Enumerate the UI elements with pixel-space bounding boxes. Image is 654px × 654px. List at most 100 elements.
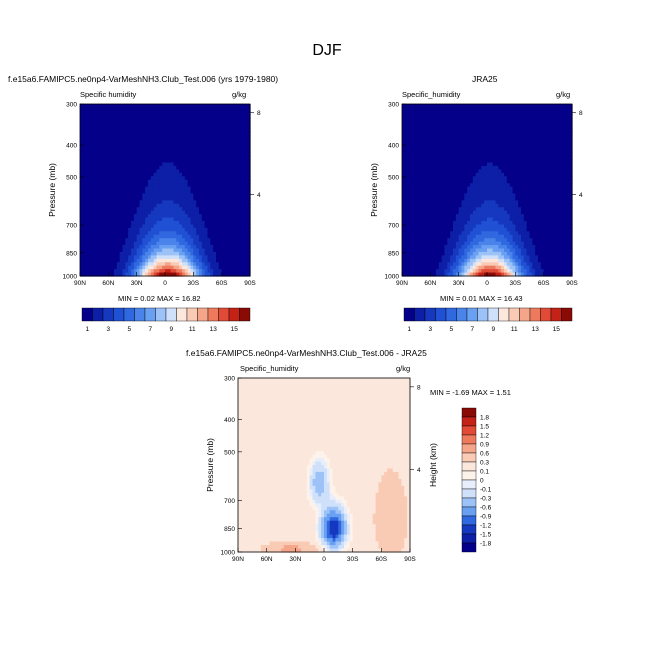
field-cell bbox=[210, 169, 214, 174]
field-cell bbox=[88, 148, 92, 153]
field-cell bbox=[224, 134, 228, 139]
field-cell bbox=[453, 214, 457, 219]
field-cell bbox=[145, 138, 149, 143]
field-cell bbox=[489, 193, 494, 198]
field-cell bbox=[139, 159, 143, 164]
field-cell bbox=[201, 186, 206, 191]
field-cell bbox=[196, 269, 200, 274]
field-cell bbox=[102, 152, 107, 157]
field-cell bbox=[470, 262, 474, 267]
field-cell bbox=[199, 110, 203, 115]
field-cell bbox=[244, 245, 248, 250]
field-cell bbox=[216, 165, 220, 170]
field-cell bbox=[111, 134, 115, 139]
field-cell bbox=[201, 121, 206, 126]
field-cell bbox=[133, 214, 138, 219]
field-cell bbox=[238, 162, 243, 167]
field-cell bbox=[447, 231, 451, 236]
field-cell bbox=[461, 251, 465, 256]
field-cell bbox=[199, 114, 203, 119]
field-cell bbox=[430, 121, 434, 126]
field-cell bbox=[455, 258, 460, 263]
field-cell bbox=[148, 165, 152, 170]
field-cell bbox=[436, 258, 440, 263]
field-cell bbox=[233, 193, 237, 198]
field-cell bbox=[196, 196, 200, 201]
field-cell bbox=[481, 134, 485, 139]
field-cell bbox=[82, 255, 87, 260]
field-cell bbox=[162, 104, 166, 109]
field-cell bbox=[80, 165, 84, 170]
field-cell bbox=[238, 128, 243, 133]
field-cell bbox=[150, 234, 155, 239]
field-cell bbox=[438, 104, 443, 109]
field-cell bbox=[136, 117, 141, 122]
field-cell bbox=[165, 104, 169, 109]
field-cell bbox=[421, 214, 426, 219]
field-cell bbox=[421, 231, 426, 236]
field-cell bbox=[404, 179, 409, 184]
field-cell bbox=[467, 203, 471, 208]
field-cell bbox=[91, 107, 95, 112]
field-cell bbox=[487, 172, 491, 177]
field-cell bbox=[165, 162, 169, 167]
field-cell bbox=[478, 193, 482, 198]
field-cell bbox=[216, 162, 220, 167]
field-cell bbox=[241, 193, 245, 198]
field-cell bbox=[244, 165, 248, 170]
field-cell bbox=[131, 186, 135, 191]
field-cell bbox=[464, 196, 468, 201]
field-cell bbox=[478, 162, 482, 167]
field-cell bbox=[247, 162, 251, 167]
field-cell bbox=[433, 117, 437, 122]
field-cell bbox=[128, 200, 132, 205]
field-cell bbox=[207, 172, 211, 177]
field-cell bbox=[114, 138, 118, 143]
field-cell bbox=[241, 107, 245, 112]
field-cell bbox=[119, 217, 124, 222]
field-cell bbox=[122, 262, 126, 267]
field-cell bbox=[145, 207, 149, 212]
field-cell bbox=[119, 234, 124, 239]
field-cell bbox=[421, 262, 426, 267]
field-cell bbox=[148, 124, 152, 129]
field-cell bbox=[88, 159, 92, 164]
field-cell bbox=[501, 245, 505, 250]
field-cell bbox=[433, 200, 437, 205]
field-cell bbox=[421, 258, 426, 263]
field-cell bbox=[233, 155, 237, 160]
field-cell bbox=[82, 121, 87, 126]
field-cell bbox=[506, 207, 511, 212]
field-cell bbox=[416, 248, 420, 253]
field-cell bbox=[201, 227, 206, 232]
field-cell bbox=[139, 179, 143, 184]
field-cell bbox=[173, 128, 177, 133]
field-cell bbox=[247, 121, 251, 126]
field-cell bbox=[82, 234, 87, 239]
field-cell bbox=[492, 162, 497, 167]
field-cell bbox=[478, 179, 482, 184]
field-cell bbox=[230, 203, 234, 208]
field-cell bbox=[207, 265, 211, 270]
field-cell bbox=[447, 217, 451, 222]
field-cell bbox=[184, 169, 189, 174]
field-cell bbox=[114, 196, 118, 201]
field-cell bbox=[207, 203, 211, 208]
field-cell bbox=[419, 210, 423, 215]
field-cell bbox=[99, 121, 104, 126]
field-cell bbox=[82, 159, 87, 164]
field-cell bbox=[196, 138, 200, 143]
field-cell bbox=[153, 255, 158, 260]
field-cell bbox=[506, 110, 511, 115]
variable-label-obs: Specific_humidity bbox=[402, 90, 461, 99]
field-cell bbox=[114, 114, 118, 119]
field-cell bbox=[404, 251, 409, 256]
field-cell bbox=[244, 193, 248, 198]
field-cell bbox=[407, 179, 412, 184]
field-cell bbox=[464, 114, 468, 119]
field-cell bbox=[97, 251, 101, 256]
field-cell bbox=[204, 258, 209, 263]
field-cell bbox=[153, 251, 158, 256]
field-cell bbox=[88, 110, 92, 115]
field-cell bbox=[119, 159, 124, 164]
